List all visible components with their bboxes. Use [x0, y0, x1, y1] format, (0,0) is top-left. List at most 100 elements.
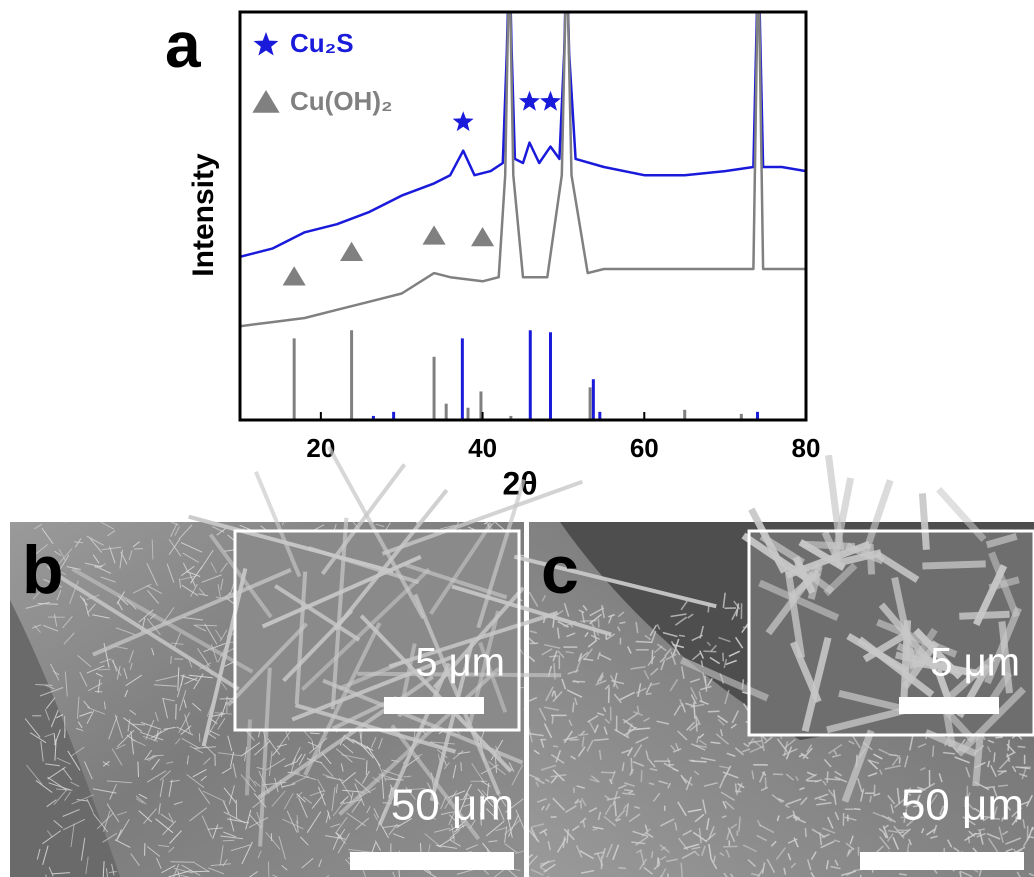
- fibre: [723, 872, 728, 877]
- fibre: [85, 856, 89, 875]
- fibre: [698, 733, 705, 739]
- fibre: [814, 793, 829, 800]
- fibre: [1017, 745, 1026, 749]
- fibre: [701, 845, 706, 856]
- fibre: [267, 738, 281, 756]
- fibre: [381, 774, 385, 799]
- fibre: [25, 601, 51, 609]
- fibre: [495, 827, 508, 832]
- fibre: [988, 576, 1020, 592]
- fibre: [155, 730, 159, 741]
- fibre: [33, 624, 41, 633]
- fibre: [507, 816, 513, 838]
- fibre: [800, 796, 808, 806]
- fibre: [687, 613, 694, 619]
- fibre: [690, 686, 698, 700]
- fibre: [540, 866, 548, 872]
- fibre: [137, 761, 139, 778]
- fibre: [583, 648, 593, 661]
- scale-label: 50 μm: [901, 781, 1024, 830]
- fibre: [201, 574, 222, 583]
- fibre: [64, 671, 68, 697]
- fibre: [162, 697, 175, 702]
- fibre: [998, 757, 1011, 770]
- fibre: [448, 814, 457, 822]
- fibre: [179, 578, 182, 589]
- fibre: [248, 817, 269, 828]
- fibre: [296, 753, 303, 762]
- fibre: [733, 600, 741, 610]
- fibre: [178, 712, 191, 733]
- fibre: [193, 624, 207, 632]
- fibre: [867, 772, 878, 777]
- fibre: [597, 811, 602, 821]
- fibre: [162, 698, 169, 719]
- fibre: [706, 818, 710, 831]
- fibre: [529, 725, 533, 743]
- fibre: [253, 780, 261, 787]
- fibre: [126, 734, 136, 742]
- fibre: [742, 703, 749, 712]
- fibre: [477, 788, 494, 807]
- fibre: [827, 789, 836, 798]
- fibre: [208, 533, 273, 619]
- fibre: [906, 815, 920, 827]
- fibre: [440, 811, 454, 815]
- plot-frame: [238, 10, 808, 422]
- fibre: [529, 630, 537, 634]
- fibre: [309, 732, 320, 735]
- fibre: [198, 593, 209, 597]
- fibre: [876, 618, 958, 658]
- fibre: [124, 689, 129, 698]
- fibre: [757, 868, 764, 877]
- fibre: [964, 832, 977, 842]
- fibre: [541, 595, 547, 602]
- fibre: [43, 578, 62, 588]
- fibre: [827, 816, 834, 829]
- fibre: [449, 839, 461, 847]
- fibre: [704, 675, 708, 692]
- fibre: [106, 868, 108, 877]
- fibre: [902, 640, 940, 690]
- fibre: [618, 867, 626, 870]
- fibre: [707, 710, 720, 713]
- fibre: [1005, 837, 1022, 845]
- fibre: [833, 750, 838, 756]
- fibre: [294, 571, 308, 705]
- fibre: [1025, 794, 1033, 807]
- fibre: [725, 659, 737, 666]
- fibre: [670, 651, 677, 665]
- fibre: [565, 650, 574, 654]
- fibre: [731, 710, 740, 724]
- fibre: [718, 636, 731, 643]
- fibre: [176, 673, 185, 698]
- fibre: [83, 597, 90, 617]
- fibre: [184, 714, 191, 734]
- fibre: [702, 799, 707, 814]
- fibre: [291, 775, 310, 785]
- fibre: [70, 781, 80, 787]
- fibre: [39, 687, 64, 697]
- fibre: [155, 818, 174, 834]
- fibre: [74, 538, 82, 548]
- fibre: [678, 634, 686, 637]
- fibre: [529, 591, 539, 607]
- fibre: [722, 800, 727, 809]
- fibre: [170, 861, 195, 863]
- fibre: [609, 778, 613, 785]
- fibre: [706, 641, 712, 647]
- fibre: [208, 867, 225, 875]
- fibre: [563, 730, 574, 744]
- fibre: [335, 784, 338, 794]
- fibre: [722, 845, 738, 848]
- fibre: [265, 831, 281, 850]
- fibre: [56, 590, 62, 601]
- fibre: [617, 784, 627, 790]
- fibre: [576, 785, 586, 789]
- fibre: [220, 578, 224, 591]
- fibre: [335, 748, 353, 763]
- fibre: [485, 820, 505, 837]
- x-tick-label: 60: [630, 433, 659, 463]
- fibre: [659, 874, 663, 877]
- fibre: [663, 762, 679, 772]
